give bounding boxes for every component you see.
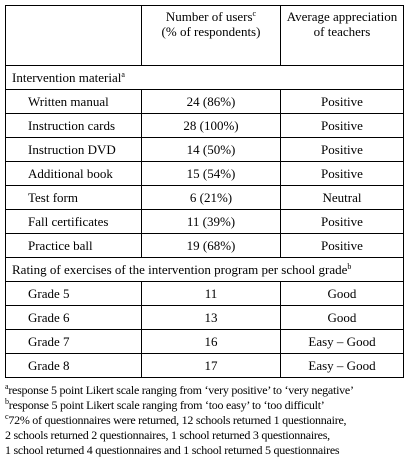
cell: Positive	[280, 137, 404, 162]
data-table: Number of usersc (% of respondents) Avera…	[5, 5, 404, 378]
cell: Additional book	[5, 161, 142, 186]
footnote-mark: a	[5, 382, 9, 391]
cell: 11	[141, 281, 281, 306]
section-row: Intervention materiala	[5, 65, 404, 90]
cell: Fall certificates	[5, 209, 142, 234]
header-cell: Average appreciation of teachers	[280, 5, 404, 66]
data-row: Instruction cards 28 (100%) Positive	[5, 113, 404, 138]
cell: 6 (21%)	[141, 185, 281, 210]
header-text: Average appreciation of teachers	[286, 9, 398, 39]
footnote-text: response 5 point Likert scale ranging fr…	[8, 398, 325, 412]
footnote-line: c72% of questionnaires were returned, 12…	[5, 413, 405, 428]
cell: Instruction DVD	[5, 137, 142, 162]
data-row: Grade 8 17 Easy – Good	[5, 353, 404, 378]
data-row: Instruction DVD 14 (50%) Positive	[5, 137, 404, 162]
cell: 24 (86%)	[141, 89, 281, 114]
data-row: Grade 5 11 Good	[5, 281, 404, 306]
footnote-line: 1 school returned 4 questionnaires and 1…	[5, 443, 405, 458]
footnote-mark: b	[5, 397, 9, 406]
data-row: Test form 6 (21%) Neutral	[5, 185, 404, 210]
data-row: Grade 7 16 Easy – Good	[5, 329, 404, 354]
data-row: Additional book 15 (54%) Positive	[5, 161, 404, 186]
footnote-line: bresponse 5 point Likert scale ranging f…	[5, 398, 405, 413]
cell: Test form	[5, 185, 142, 210]
section-row: Rating of exercises of the intervention …	[5, 257, 404, 282]
table-body: Number of usersc (% of respondents) Avera…	[5, 5, 404, 378]
section-title: Rating of exercises of the intervention …	[12, 262, 348, 277]
header-row: Number of usersc (% of respondents) Avera…	[5, 5, 404, 66]
data-row: Grade 6 13 Good	[5, 305, 404, 330]
footnote-text: 1 school returned 4 questionnaires and 1…	[5, 443, 340, 457]
section-cell: Intervention materiala	[5, 65, 404, 90]
data-row: Practice ball 19 (68%) Positive	[5, 233, 404, 258]
section-cell: Rating of exercises of the intervention …	[5, 257, 404, 282]
cell: 17	[141, 353, 281, 378]
cell: Grade 8	[5, 353, 142, 378]
data-row: Written manual 24 (86%) Positive	[5, 89, 404, 114]
header-cell	[5, 5, 142, 66]
section-title: Intervention material	[12, 70, 122, 85]
cell: Good	[280, 305, 404, 330]
footnotes: aresponse 5 point Likert scale ranging f…	[5, 383, 405, 458]
cell: Neutral	[280, 185, 404, 210]
cell: Grade 5	[5, 281, 142, 306]
cell: Instruction cards	[5, 113, 142, 138]
cell: 15 (54%)	[141, 161, 281, 186]
cell: 28 (100%)	[141, 113, 281, 138]
cell: Good	[280, 281, 404, 306]
cell: Grade 7	[5, 329, 142, 354]
cell: Positive	[280, 233, 404, 258]
footnote-text: 72% of questionnaires were returned, 12 …	[8, 413, 347, 427]
cell: Written manual	[5, 89, 142, 114]
cell: 13	[141, 305, 281, 330]
cell: Grade 6	[5, 305, 142, 330]
cell: Practice ball	[5, 233, 142, 258]
footnote-mark: c	[252, 9, 257, 18]
footnote-line: aresponse 5 point Likert scale ranging f…	[5, 383, 405, 398]
header-text: Number of users	[165, 9, 253, 24]
cell: 19 (68%)	[141, 233, 281, 258]
cell: Positive	[280, 209, 404, 234]
cell: Easy – Good	[280, 329, 404, 354]
footnote-line: 2 schools returned 2 questionnaires, 1 s…	[5, 428, 405, 443]
footnote-text: 2 schools returned 2 questionnaires, 1 s…	[5, 428, 330, 442]
footnote-mark: c	[5, 412, 9, 421]
data-row: Fall certificates 11 (39%) Positive	[5, 209, 404, 234]
cell: Positive	[280, 113, 404, 138]
footnote-mark: a	[121, 70, 125, 79]
cell: 14 (50%)	[141, 137, 281, 162]
cell: Easy – Good	[280, 353, 404, 378]
cell: Positive	[280, 89, 404, 114]
footnote-text: response 5 point Likert scale ranging fr…	[8, 383, 354, 397]
header-text: (% of respondents)	[161, 24, 261, 39]
header-cell: Number of usersc (% of respondents)	[141, 5, 281, 66]
cell: Positive	[280, 161, 404, 186]
cell: 11 (39%)	[141, 209, 281, 234]
footnote-mark: b	[347, 262, 352, 271]
cell: 16	[141, 329, 281, 354]
